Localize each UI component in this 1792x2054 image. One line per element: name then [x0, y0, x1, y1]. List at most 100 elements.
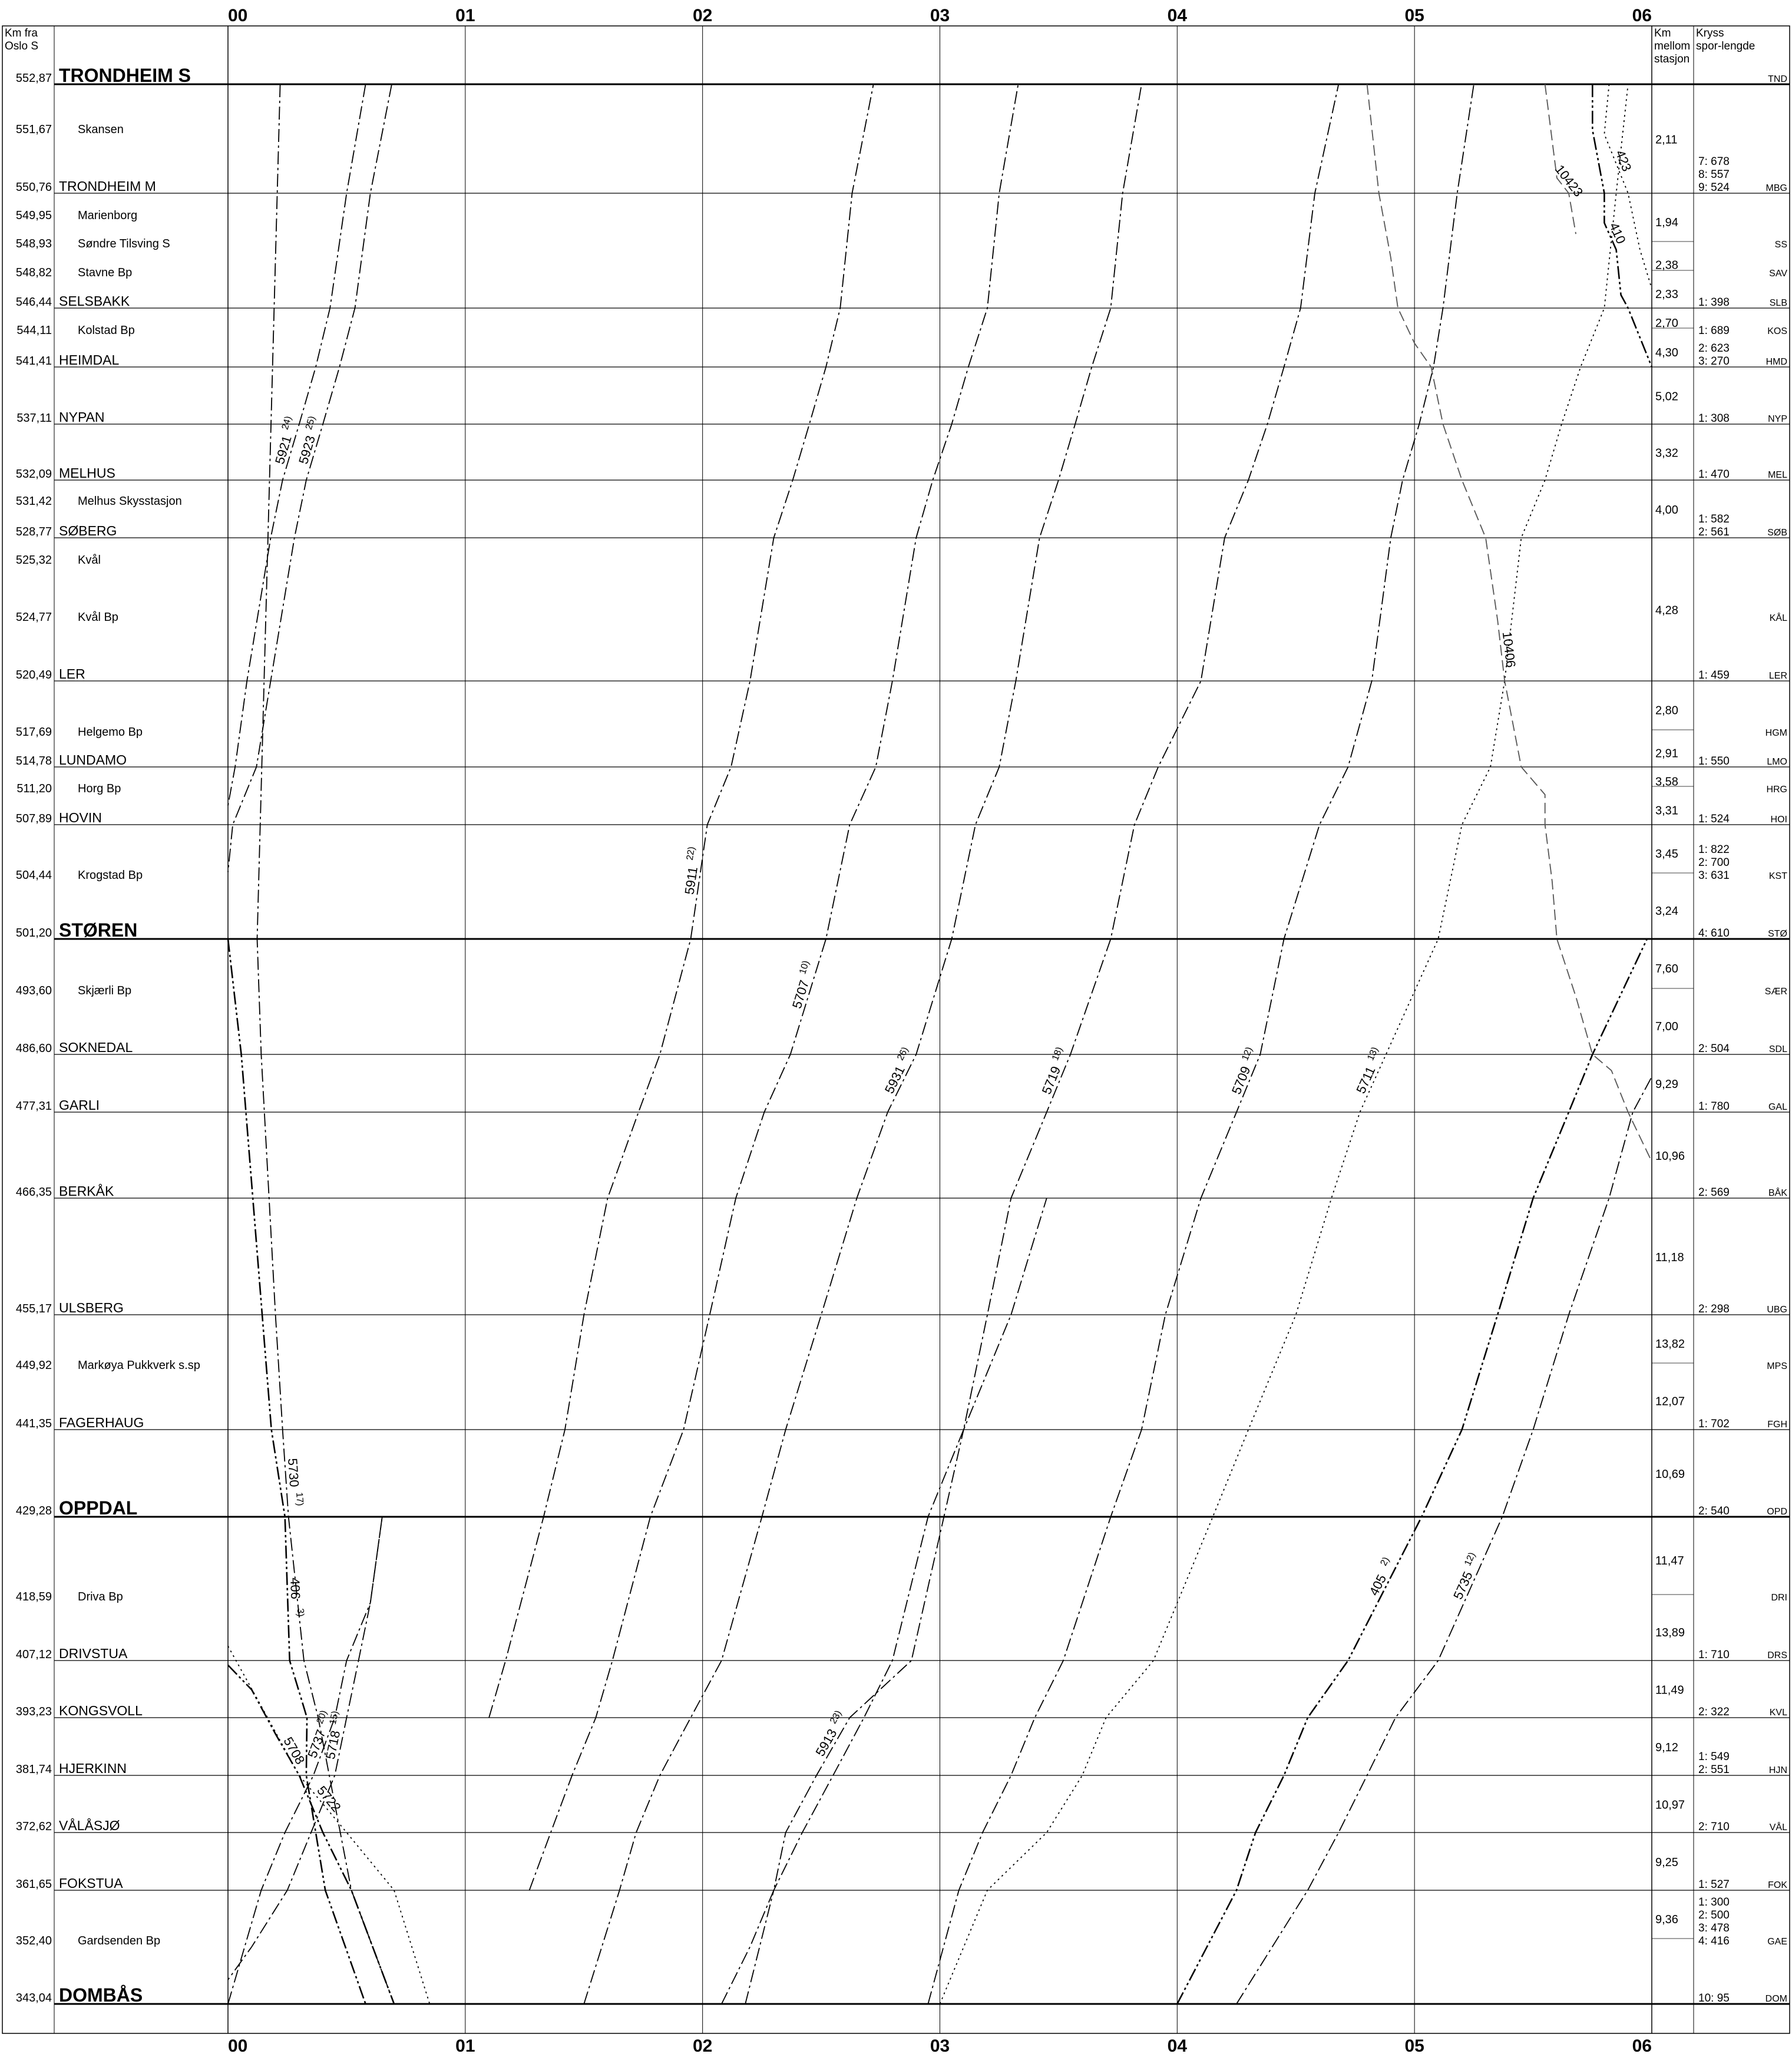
station-name: TRONDHEIM M	[59, 178, 156, 194]
station-code: GAE	[1767, 1937, 1787, 1947]
station-name: HJERKINN	[59, 1761, 127, 1776]
station-km: 517,69	[16, 726, 52, 739]
train-line	[1366, 84, 1652, 1162]
train-line	[1236, 1076, 1652, 2005]
station-km: 407,12	[16, 1648, 52, 1661]
station-row: 549,95 Marienborg	[16, 209, 137, 222]
station-row: 372,62 VÅLÅSJØ VÅL	[16, 1817, 1790, 1833]
hour-label: 00	[228, 6, 247, 25]
crossing-length: 2: 561	[1698, 526, 1730, 538]
station-name: Kolstad Bp	[78, 324, 135, 337]
station-code: SØB	[1767, 528, 1787, 538]
station-km: 477,31	[16, 1100, 52, 1113]
distance-value: 3,32	[1655, 447, 1678, 460]
station-km: 455,17	[16, 1302, 52, 1315]
station-km: 550,76	[16, 181, 52, 194]
station-code: HOI	[1771, 815, 1787, 825]
distance-value: 5,02	[1655, 391, 1678, 403]
station-km: 352,40	[16, 1934, 52, 1947]
hour-label: 06	[1632, 6, 1652, 25]
station-km: 507,89	[16, 812, 52, 825]
train-footnote: 12)	[1463, 1551, 1477, 1567]
station-row: 550,76 TRONDHEIM M MBG	[16, 178, 1790, 194]
station-name: Marienborg	[78, 209, 137, 222]
station-row: 407,12 DRIVSTUA DRS	[16, 1646, 1790, 1661]
station-row: 517,69 Helgemo Bp HGM	[16, 726, 1787, 739]
km-header: Km fra	[5, 27, 38, 39]
station-code: HRG	[1766, 785, 1787, 795]
station-km: 548,93	[16, 237, 52, 250]
crossing-length: 4: 610	[1698, 927, 1730, 940]
station-km: 520,49	[16, 669, 52, 682]
station-name: Søndre Tilsving S	[78, 237, 170, 250]
station-km: 361,65	[16, 1878, 52, 1891]
station-row: 441,35 FAGERHAUG FGH	[16, 1415, 1790, 1430]
hour-label: 05	[1404, 6, 1424, 25]
crossing-length: 1: 524	[1698, 813, 1730, 825]
station-km: 504,44	[16, 869, 52, 882]
distance-value: 2,80	[1655, 704, 1678, 717]
station-code: SS	[1775, 240, 1787, 250]
train-line	[227, 1516, 383, 2005]
crossing-length: 8: 557	[1698, 168, 1730, 181]
station-name: Skansen	[78, 123, 124, 136]
train-footnote: 2)	[1378, 1556, 1391, 1567]
distance-value: 10,69	[1655, 1468, 1685, 1481]
station-code: VÅL	[1770, 1821, 1787, 1833]
distance-value: 10,96	[1655, 1150, 1685, 1163]
station-code: LER	[1769, 671, 1787, 681]
hour-label: 02	[693, 6, 712, 25]
station-row: 532,09 MELHUS MEL	[16, 465, 1790, 481]
station-code: KVL	[1770, 1708, 1787, 1718]
station-row: 507,89 HOVIN HOI	[16, 810, 1790, 825]
station-name: Gardsenden Bp	[78, 1934, 160, 1947]
station-row: 429,28 OPPDAL OPD	[16, 1497, 1790, 1519]
train-path-5708: 5708	[227, 1664, 395, 2005]
station-code: OPD	[1767, 1507, 1787, 1517]
crossing-length: 1: 689	[1698, 325, 1730, 337]
train-path-406: 406 3)	[227, 938, 366, 2005]
train-path-5722: 5722	[227, 1645, 431, 2005]
train-number: 423	[1613, 148, 1635, 173]
train-footnote: 20)	[315, 1709, 329, 1725]
station-km: 343,04	[16, 1992, 52, 2005]
train-footnote: 15)	[328, 1710, 340, 1725]
station-code: SDL	[1769, 1044, 1787, 1054]
station-name: SELSBAKK	[59, 293, 130, 309]
station-km: 449,92	[16, 1359, 52, 1372]
crossing-length: 3: 270	[1698, 355, 1730, 368]
train-line	[528, 84, 1019, 1891]
hour-label: 05	[1404, 2036, 1424, 2054]
hour-label: 01	[455, 2036, 475, 2054]
station-row: 418,59 Driva Bp DRI	[16, 1590, 1787, 1603]
station-code: UBG	[1767, 1305, 1787, 1315]
station-km: 532,09	[16, 468, 52, 481]
crossing-length: 1: 710	[1698, 1649, 1730, 1661]
station-name: KONGSVOLL	[59, 1703, 143, 1718]
train-line	[745, 84, 1340, 2005]
distance-value: 2,11	[1655, 134, 1677, 147]
hour-labels-top: 00 01 02 03 04 05 06	[228, 6, 1652, 25]
train-line	[488, 84, 874, 1718]
station-row: 552,87 TRONDHEIM S TND	[16, 65, 1790, 86]
station-km: 418,59	[16, 1590, 52, 1603]
train-line	[227, 1516, 383, 1980]
station-row: 528,77 SØBERG SØB	[16, 523, 1790, 538]
station-km: 528,77	[16, 525, 52, 538]
station-row: 531,42 Melhus Skysstasjon	[16, 495, 182, 508]
station-row: 544,11 Kolstad Bp KOS	[16, 324, 1787, 337]
hour-label: 03	[930, 2036, 950, 2054]
crossing-length: 1: 582	[1698, 513, 1730, 525]
station-km: 381,74	[16, 1763, 52, 1776]
station-km: 441,35	[16, 1417, 52, 1430]
crossing-length: 1: 549	[1698, 1751, 1730, 1763]
hour-label: 03	[930, 6, 950, 25]
station-km: 501,20	[16, 927, 52, 940]
train-line	[227, 1645, 431, 2005]
hour-label: 02	[693, 2036, 712, 2054]
